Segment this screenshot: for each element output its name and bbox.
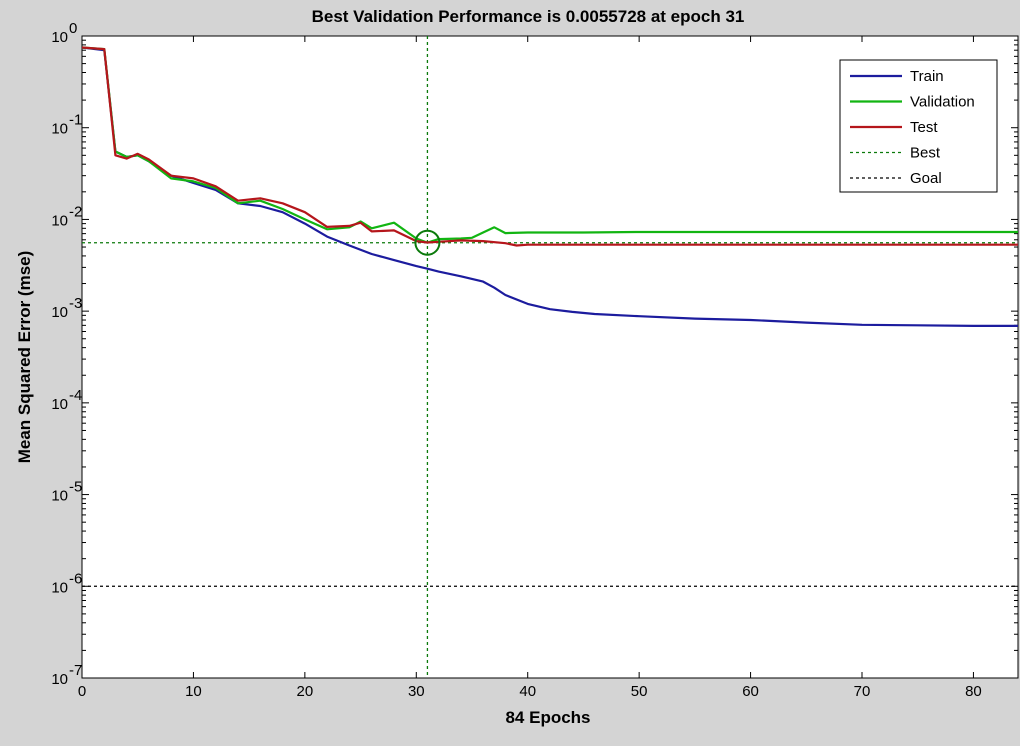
x-tick-label: 70: [854, 683, 871, 700]
reference-lines: [82, 36, 1018, 678]
y-tick-exponent: -1: [69, 112, 82, 129]
y-tick-exponent: 0: [69, 20, 77, 37]
series-line-test: [81, 46, 1018, 247]
x-tick-label: 30: [408, 683, 425, 700]
legend: Train Validation Test Best Goal: [839, 59, 998, 193]
y-tick-exponent: -6: [69, 570, 82, 587]
x-tick-label: 10: [185, 683, 202, 700]
y-axis-label: Mean Squared Error (mse): [15, 251, 34, 464]
x-tick-label: 20: [297, 683, 314, 700]
y-tick-exponent: -2: [69, 203, 82, 220]
x-tick-label: 50: [631, 683, 648, 700]
y-tick-label: 10: [51, 671, 68, 688]
x-axis-ticks: 0 10 20 30 40 50 60 70 80: [78, 36, 982, 700]
legend-label: Train: [910, 68, 944, 85]
y-tick-exponent: -4: [69, 387, 82, 404]
x-axis-label: 84 Epochs: [505, 708, 590, 727]
y-tick-label: 10: [51, 304, 68, 321]
best-point-marker: [414, 229, 441, 256]
y-tick-label: 10: [51, 121, 68, 138]
legend-label: Best: [910, 145, 941, 162]
y-tick-label: 10: [51, 29, 68, 46]
y-tick-exponent: -5: [69, 479, 82, 496]
x-tick-label: 60: [742, 683, 759, 700]
legend-label: Validation: [910, 94, 975, 111]
x-tick-label: 0: [78, 683, 86, 700]
x-tick-label: 80: [965, 683, 982, 700]
series-lines: [81, 46, 1018, 327]
legend-label: Test: [910, 119, 938, 136]
legend-label: Goal: [910, 170, 942, 187]
y-tick-exponent: -3: [69, 295, 82, 312]
y-tick-label: 10: [51, 488, 68, 505]
y-tick-label: 10: [51, 579, 68, 596]
y-tick-label: 10: [51, 212, 68, 229]
x-tick-label: 40: [519, 683, 536, 700]
chart-title: Best Validation Performance is 0.0055728…: [312, 7, 745, 26]
y-tick-exponent: -7: [69, 662, 82, 679]
y-tick-label: 10: [51, 396, 68, 413]
series-line-validation: [81, 46, 1018, 244]
